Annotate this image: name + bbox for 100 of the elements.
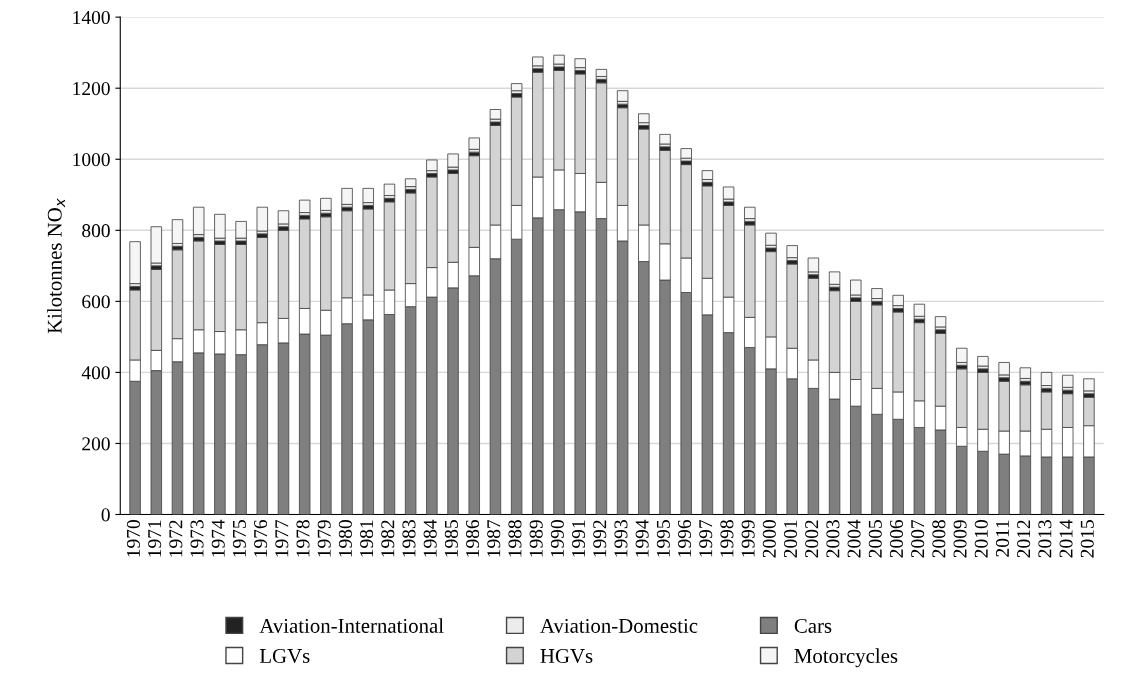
- bar: [744, 206, 756, 219]
- x-tick-label: 1988: [508, 520, 522, 557]
- bar: [1019, 367, 1032, 379]
- bar: [956, 347, 968, 363]
- x-tick-label: 1981: [360, 520, 374, 557]
- bar: [892, 294, 904, 307]
- x-tick-label: 2009: [953, 520, 967, 558]
- bar: [850, 279, 862, 296]
- x-tick-label: 1978: [296, 520, 310, 557]
- bar: [256, 206, 268, 232]
- x-tick-label: 2003: [826, 520, 840, 558]
- x-tick-label: 1998: [720, 520, 734, 557]
- y-tick-label: 1000: [73, 153, 110, 167]
- bar: [214, 213, 226, 239]
- bar: [468, 137, 480, 150]
- bar: [447, 153, 459, 168]
- x-tick-label: 1974: [211, 519, 225, 557]
- x-tick-label: 1999: [741, 520, 755, 557]
- bar: [680, 148, 692, 159]
- bar: [913, 303, 926, 317]
- bar: [807, 257, 820, 273]
- legend-label: LGVs: [259, 648, 310, 664]
- x-tick-label: 2001: [783, 520, 798, 558]
- bar: [510, 83, 523, 92]
- bar: [192, 206, 205, 235]
- bar: [320, 197, 332, 211]
- bar: [1062, 374, 1074, 388]
- bar: [404, 178, 417, 188]
- y-tick-label: 1200: [73, 82, 110, 96]
- x-tick-label: 2006: [889, 519, 904, 558]
- bar: [659, 133, 671, 145]
- bar: [638, 113, 650, 124]
- x-tick-label: 1973: [190, 520, 204, 557]
- bar: [1040, 371, 1053, 386]
- legend-label: Cars: [794, 618, 832, 633]
- x-tick-label: 1983: [402, 520, 416, 557]
- bar: [129, 241, 141, 285]
- x-tick-label: 1984: [423, 519, 437, 557]
- x-tick-label: 1992: [593, 520, 607, 557]
- bar: [934, 316, 947, 328]
- y-tick-label: 800: [82, 224, 110, 238]
- x-tick-label: 1982: [381, 520, 395, 557]
- x-tick-label: 2007: [911, 519, 925, 558]
- bar: [150, 226, 163, 264]
- bar: [489, 109, 502, 120]
- bar: [171, 219, 184, 244]
- bar: [871, 288, 883, 299]
- x-tick-label: 1994: [635, 519, 649, 557]
- x-tick-label: 1996: [678, 519, 692, 557]
- x-tick-label: 1976: [254, 519, 268, 557]
- x-tick-label: 2000: [762, 520, 776, 558]
- bar: [595, 68, 608, 77]
- bar: [362, 187, 374, 204]
- legend-label: Aviation-International: [259, 618, 444, 633]
- x-tick-label: 1971: [148, 520, 162, 557]
- x-tick-label: 1977: [275, 519, 289, 557]
- x-tick-label: 2008: [932, 520, 946, 558]
- x-tick-label: 2004: [847, 519, 861, 558]
- bar: [616, 90, 629, 102]
- x-tick-label: 2013: [1038, 520, 1052, 558]
- x-tick-label: 1991: [572, 520, 586, 557]
- x-tick-label: 1979: [317, 520, 331, 557]
- bar: [298, 199, 311, 213]
- x-tick-label: 2010: [974, 520, 988, 558]
- bar: [701, 170, 714, 180]
- x-tick-label: 1989: [529, 520, 543, 557]
- y-tick-label: 0: [101, 508, 110, 522]
- x-tick-label: 2011: [995, 520, 1010, 557]
- y-tick-label: 1400: [73, 10, 110, 25]
- legend-label: HGVs: [540, 648, 593, 664]
- bar: [235, 221, 247, 239]
- x-tick-label: 2012: [1017, 520, 1031, 558]
- bar: [383, 183, 396, 196]
- bar: [828, 271, 841, 285]
- bar: [426, 159, 438, 172]
- x-tick-label: 1985: [444, 520, 458, 557]
- x-tick-label: 1995: [656, 520, 670, 557]
- y-tick-label: 600: [82, 295, 110, 309]
- legend-label: Motorcycles: [794, 648, 898, 668]
- x-tick-label: 1972: [169, 520, 183, 557]
- y-tick-label: 400: [81, 366, 110, 380]
- bar: [786, 245, 798, 259]
- bar: [574, 58, 586, 69]
- bar: [765, 232, 777, 246]
- bar: [998, 362, 1010, 376]
- x-tick-label: 2005: [868, 520, 882, 558]
- x-tick-label: 1986: [465, 519, 480, 557]
- x-tick-label: 1980: [338, 520, 352, 557]
- x-tick-label: 1970: [126, 520, 140, 557]
- bar: [553, 54, 565, 65]
- x-tick-label: 2014: [1059, 519, 1073, 558]
- y-axis-title: Kilotonnes NO$_{x}$: [47, 198, 65, 334]
- x-tick-label: 1987: [487, 519, 501, 557]
- x-tick-label: 2002: [805, 520, 819, 558]
- bar: [277, 210, 290, 225]
- x-tick-label: 2015: [1080, 520, 1094, 558]
- x-tick-label: 1990: [550, 520, 564, 557]
- bar: [532, 56, 544, 67]
- x-tick-label: 1993: [614, 520, 628, 557]
- bar: [1083, 378, 1095, 392]
